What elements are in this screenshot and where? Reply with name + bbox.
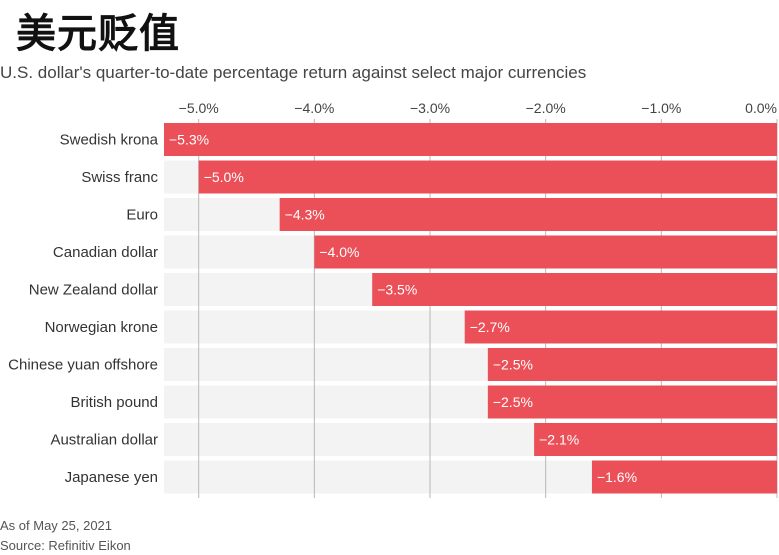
data-label: −2.5%: [493, 394, 533, 410]
data-label: −2.5%: [493, 357, 533, 373]
bar-chart: −5.0% −4.0% −3.0% −2.0% −1.0% 0.0% Swedish kr…: [8, 100, 778, 498]
data-label: −2.1%: [539, 432, 579, 448]
category-label: Swedish krona: [60, 132, 159, 149]
data-label: −1.6%: [597, 469, 637, 485]
bar: [164, 123, 777, 156]
category-label: Japanese yen: [65, 469, 158, 486]
bar: [487, 348, 777, 381]
bar: [279, 198, 777, 231]
category-label: New Zealand dollar: [29, 282, 158, 299]
category-label: Swiss franc: [81, 169, 158, 186]
x-tick-label: 0.0%: [745, 100, 777, 116]
x-tick-label: −4.0%: [294, 100, 334, 116]
x-tick-label: −5.0%: [179, 100, 219, 116]
category-label: Chinese yuan offshore: [8, 357, 158, 374]
bar: [314, 235, 777, 269]
category-label: Canadian dollar: [53, 244, 158, 261]
data-label: −2.7%: [470, 319, 510, 335]
data-label: −4.3%: [285, 207, 325, 223]
chart-subtitle: U.S. dollar's quarter-to-date percentage…: [0, 63, 587, 82]
category-label: Euro: [126, 207, 158, 224]
footer-source: Source: Refinitiv Eikon: [0, 538, 131, 553]
bar: [198, 160, 777, 194]
x-tick-label: −2.0%: [526, 100, 566, 116]
x-tick-label: −1.0%: [641, 100, 681, 116]
chart-title: 美元贬值: [16, 10, 180, 57]
category-label: British pound: [70, 394, 158, 411]
bar: [464, 310, 777, 344]
bar: [487, 385, 777, 419]
data-label: −3.5%: [377, 282, 417, 298]
bar: [534, 423, 777, 456]
bar: [591, 460, 777, 494]
data-label: −4.0%: [319, 244, 359, 260]
category-label: Norwegian krone: [45, 319, 158, 336]
category-label: Australian dollar: [50, 432, 158, 449]
bar: [372, 273, 777, 306]
data-label: −5.0%: [204, 169, 244, 185]
data-label: −5.3%: [169, 132, 209, 148]
x-tick-label: −3.0%: [410, 100, 450, 116]
footer-as-of: As of May 25, 2021: [0, 518, 113, 533]
